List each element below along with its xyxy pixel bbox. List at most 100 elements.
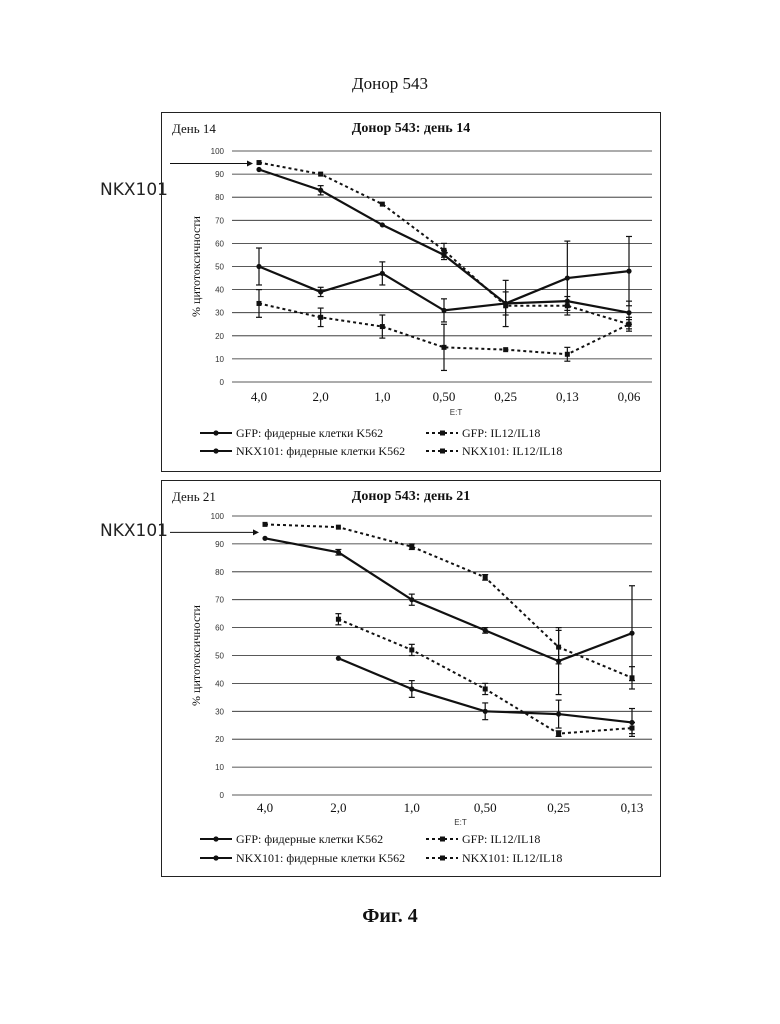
data-point [257,301,262,306]
data-point [256,264,261,269]
data-point [483,686,488,691]
x-tick-label: 0,50 [433,389,456,404]
legend-label: NKX101: IL12/IL18 [462,851,562,865]
data-point [262,536,267,541]
y-tick-label: 60 [215,624,224,633]
data-point [409,597,414,602]
data-point [556,731,561,736]
legend-label: NKX101: фидерные клетки K562 [236,444,405,458]
legend-label: GFP: IL12/IL18 [462,832,540,846]
y-tick-label: 90 [215,540,224,549]
legend-label: GFP: IL12/IL18 [462,426,540,440]
side-label: NKX101 [100,180,168,200]
legend-label: NKX101: IL12/IL18 [462,444,562,458]
y-tick-label: 50 [215,263,224,272]
legend-marker [440,837,445,842]
data-point [380,324,385,329]
data-point [318,188,323,193]
y-tick-label: 80 [215,568,224,577]
data-point [483,628,488,633]
x-tick-label: 2,0 [330,800,346,815]
x-tick-label: 0,25 [547,800,570,815]
page-title: Донор 543 [0,74,780,94]
data-point [318,172,323,177]
y-tick-label: 40 [215,286,224,295]
legend-label: NKX101: фидерные клетки K562 [236,851,405,865]
y-tick-label: 0 [220,791,225,800]
x-tick-label: 2,0 [313,389,329,404]
data-point [630,675,635,680]
x-tick-label: 1,0 [404,800,420,815]
x-tick-label: 0,50 [474,800,497,815]
y-tick-label: 50 [215,652,224,661]
data-point [627,322,632,327]
y-tick-label: 70 [215,216,224,225]
y-tick-label: 0 [220,378,225,387]
data-point [256,167,261,172]
y-tick-label: 10 [215,355,224,364]
data-point [336,525,341,530]
x-tick-label: 1,0 [374,389,390,404]
series-line [259,169,629,312]
legend-marker [440,449,445,454]
figure-caption: Фиг. 4 [0,905,780,928]
chart-plot-area: 0 10 20 30 40 50 60 70 80 90 100 % цитотоксичности 4… [162,113,660,471]
legend-marker [213,836,218,841]
y-tick-label: 60 [215,239,224,248]
series-line [265,524,632,677]
data-point [441,308,446,313]
pointer-arrow-head [247,160,253,166]
data-point [318,289,323,294]
x-axis-label: E:T [454,818,467,827]
legend-marker [213,855,218,860]
data-point [503,347,508,352]
chart-panel-day14: День 14 Донор 543: день 14 0102030405060… [161,112,661,472]
data-point [336,550,341,555]
data-point [318,315,323,320]
data-point [483,709,488,714]
x-tick-label: 4,0 [251,389,267,404]
data-point [630,726,635,731]
y-tick-label: 20 [215,735,224,744]
x-tick-label: 0,13 [621,800,644,815]
y-axis-label: % цитотоксичности [189,604,203,705]
y-axis-label: % цитотоксичности [189,215,203,316]
chart-plot-area: 0102030405060708090100% цитотоксичности4… [162,481,660,876]
data-point [483,575,488,580]
data-point [626,310,631,315]
data-point [565,352,570,357]
data-point [409,647,414,652]
legend-label: GFP: фидерные клетки K562 [236,426,383,440]
legend-marker [213,448,218,453]
pointer-arrow-head [253,529,259,535]
legend-marker [213,430,218,435]
x-tick-label: 0,13 [556,389,579,404]
data-point [565,275,570,280]
x-tick-label: 4,0 [257,800,273,815]
data-point [409,544,414,549]
data-point [556,645,561,650]
legend-label: GFP: фидерные клетки K562 [236,832,383,846]
legend-marker [440,431,445,436]
y-tick-label: 70 [215,596,224,605]
data-point [556,711,561,716]
y-tick-label: 100 [211,147,225,156]
data-point [257,160,262,165]
y-tick-label: 80 [215,193,224,202]
data-point [380,222,385,227]
data-point [626,269,631,274]
data-point [442,345,447,350]
x-axis-label: E:T [450,408,463,417]
data-point [503,303,508,308]
data-point [263,522,268,527]
data-point [565,303,570,308]
legend-marker [440,856,445,861]
data-point [380,202,385,207]
data-point [380,271,385,276]
side-label: NKX101 [100,521,168,541]
y-tick-label: 90 [215,170,224,179]
data-point [409,686,414,691]
y-tick-label: 100 [211,512,225,521]
y-tick-label: 20 [215,332,224,341]
y-tick-label: 30 [215,309,224,318]
